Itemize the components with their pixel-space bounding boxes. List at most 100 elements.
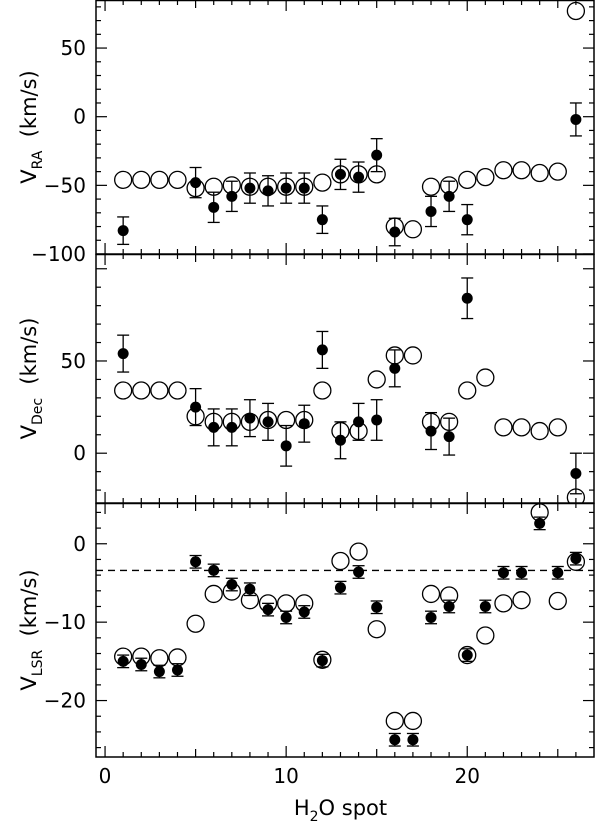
open-circle-point [403,711,423,731]
filled-circle-point [389,226,401,238]
open-circle-point [476,368,495,387]
y-tick-label: 50 [61,36,86,60]
data-points [114,1,586,247]
filled-circle-point [497,567,509,579]
open-circle-point [476,167,495,187]
filled-circle-point [298,182,310,194]
filled-circle-point [353,566,365,578]
filled-circle-point [389,362,401,374]
open-circle-point [385,711,404,731]
filled-circle-point [171,664,183,676]
filled-circle-point [117,225,129,237]
y-axis-label: VRA (km/s) [17,70,46,184]
open-circle-point [530,163,549,183]
open-circle-point [367,370,386,389]
open-circle-point [313,173,332,192]
open-circle-point [458,381,477,400]
filled-circle-point [226,421,238,433]
filled-circle-point [316,214,328,226]
y-axis-label: VDec (km/s) [17,318,46,440]
filled-circle-point [425,205,437,217]
y-tick-label: −50 [44,173,86,197]
panel-v-dec: 0 50 VDec (km/s) [17,253,595,504]
filled-circle-point [443,431,455,443]
x-tick-label: 10 [273,764,298,788]
filled-circle-point [316,655,328,667]
filled-circle-point [298,418,310,430]
open-circle-point [403,220,423,239]
plot-frame [95,0,595,255]
y-axis-label: VLSR (km/s) [17,569,46,690]
filled-circle-point [570,467,582,479]
filled-circle-point [280,440,292,452]
panel-v-lsr: −20 −10 0 VLSR (km/s) 0 10 20 H2O spot [17,502,595,825]
filled-circle-point [407,734,419,746]
filled-circle-point [443,600,455,612]
filled-circle-point [570,553,582,565]
open-circle-point [204,584,223,604]
open-circle-point [548,162,567,181]
open-circle-point [168,381,187,400]
filled-circle-point [334,434,346,446]
open-circle-point [331,551,350,571]
filled-circle-point [208,421,220,433]
filled-circle-point [262,416,274,428]
open-circle-point [548,418,567,437]
filled-circle-point [117,348,129,360]
open-circle-point [421,177,441,196]
plot-frame [95,502,595,758]
filled-circle-point [353,171,365,183]
open-circle-point [114,170,133,190]
filled-circle-point [135,658,147,670]
open-circle-point [458,170,477,190]
filled-circle-point [244,583,256,595]
y-tick-label: 0 [73,441,86,465]
open-circle-point [566,1,586,21]
filled-circle-point [298,606,310,618]
open-circle-point [313,650,332,669]
open-circle-point [132,381,151,400]
open-circle-point [421,584,441,604]
y-tick-label: −20 [44,689,86,713]
filled-circle-point [208,564,220,576]
open-circle-point [349,542,368,561]
open-circle-point [132,170,151,190]
open-circle-point [494,418,513,437]
y-tick-label: 50 [61,349,86,373]
filled-circle-point [117,655,129,667]
filled-circle-point [190,401,202,413]
open-circle-point [476,626,495,645]
filled-circle-point [226,190,238,202]
filled-circle-point [280,182,292,194]
filled-circle-point [280,611,292,623]
filled-circle-point [262,604,274,616]
filled-circle-point [371,601,383,613]
open-circle-point [548,591,567,611]
filled-circle-point [190,177,202,189]
open-circle-point [512,161,531,180]
filled-circle-point [552,567,564,579]
filled-circle-point [371,149,383,161]
open-circle-point [512,418,531,437]
filled-circle-point [262,185,274,197]
filled-circle-point [334,168,346,180]
open-circle-point [494,161,513,180]
filled-circle-point [389,734,401,746]
open-circle-point [458,645,477,665]
filled-circle-point [534,517,546,529]
open-circle-point [313,381,332,400]
plot-frame [95,253,595,504]
open-circle-point [186,614,205,633]
filled-circle-point [516,567,528,579]
x-tick-label: 0 [99,764,112,788]
x-tick-label: 20 [455,764,480,788]
filled-circle-point [244,182,256,194]
filled-circle-point [461,214,473,226]
filled-circle-point [226,579,238,591]
y-tick-label: 0 [73,105,86,129]
open-circle-point [276,594,296,613]
open-circle-point [150,381,169,400]
open-circle-point [168,170,187,190]
